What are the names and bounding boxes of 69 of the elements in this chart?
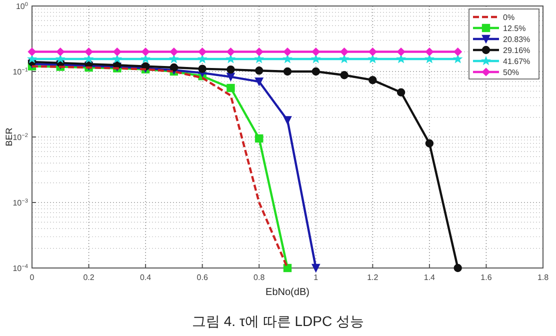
y-tick-label: 10$^{−2}$ [12,133,28,142]
point [368,54,378,63]
x-tick-label: 1.6 [480,273,492,282]
point [28,48,36,56]
point [425,139,434,148]
point [425,54,434,63]
y-tick-label: 10$^{−3}$ [12,198,28,208]
legend-label: 50% [503,68,520,77]
point [311,54,320,63]
point [283,264,292,272]
x-tick-label: 0.6 [196,273,208,282]
point [84,48,93,56]
point [198,54,207,63]
x-tick-label: 0.2 [83,273,95,282]
point [255,134,264,143]
point [312,67,320,76]
legend-label: 41.67% [503,57,530,66]
x-tick-label: 1.4 [424,273,436,282]
x-tick-label: 1 [314,273,319,282]
legend-label: 20.83% [503,35,530,44]
y-tick-label: 10$^{−4}$ [12,264,28,273]
point [255,78,264,86]
legend-label: 29.16% [503,46,530,55]
point [226,48,235,56]
point [340,71,348,80]
point [226,72,235,81]
x-tick-label: 0.8 [254,273,266,282]
x-axis-title: EbNo(dB) [266,287,310,298]
point [198,48,206,56]
point [255,48,264,56]
x-tick-label: 0.4 [140,273,152,282]
point [141,48,150,56]
x-tick-label: 0 [30,273,35,282]
y-axis-title: BER [4,127,14,146]
point [254,54,264,63]
point [283,48,292,56]
y-tick-label: 10$^{−1}$ [12,68,28,76]
point [141,54,150,63]
point [56,48,64,56]
point [396,88,406,96]
point [226,65,235,74]
point [283,67,292,76]
point [454,264,462,272]
point [396,54,406,63]
legend-label: 12.5% [503,24,526,33]
point [255,66,264,75]
point [170,48,178,56]
point [112,54,122,63]
point [170,63,178,72]
point [113,48,122,56]
point [340,48,348,56]
point [283,116,292,124]
point [170,54,178,63]
legend-label: 0% [503,13,515,22]
point [425,48,434,56]
point [312,264,320,272]
point [198,64,206,73]
caption: 그림 4. τ에 따른 LDPC 성능 [192,313,364,329]
point [226,84,235,92]
point [312,48,320,56]
y-tick-label: 10$^{0}$ [16,2,28,11]
x-tick-label: 1.8 [537,273,550,282]
x-tick-label: 1.2 [367,273,379,282]
point [368,48,377,56]
point [368,76,377,84]
point [56,54,65,63]
point [454,48,462,56]
point [396,48,406,56]
point [453,54,462,63]
